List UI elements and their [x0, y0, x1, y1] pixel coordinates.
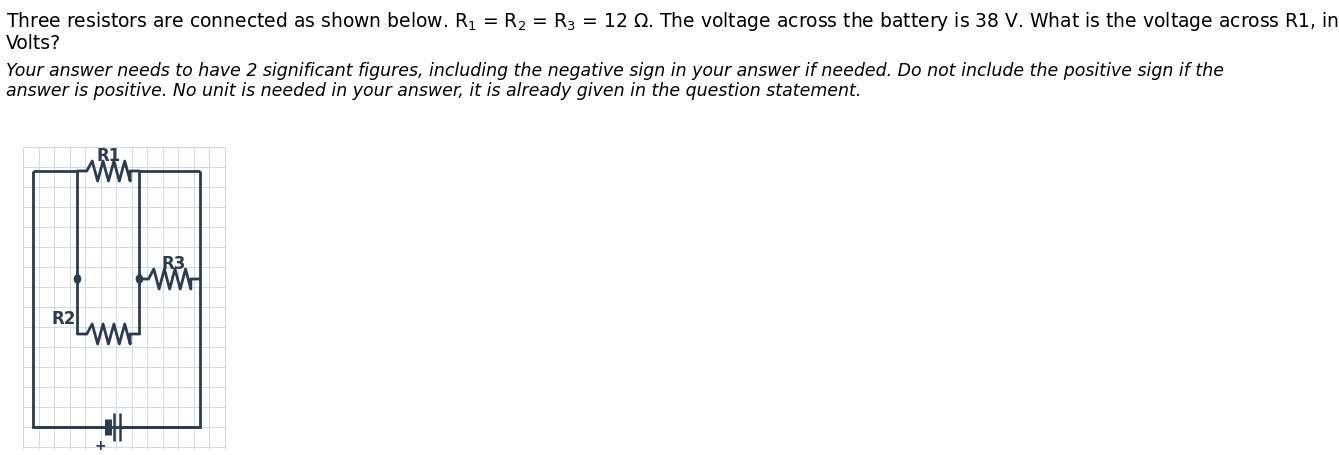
Text: answer is positive. No unit is needed in your answer, it is already given in the: answer is positive. No unit is needed in… — [7, 82, 861, 100]
Text: Three resistors are connected as shown below. R$_1$ = R$_2$ = R$_3$ = 12 Ω. The : Three resistors are connected as shown b… — [7, 10, 1339, 33]
Text: R2: R2 — [51, 309, 76, 327]
Text: Volts?: Volts? — [7, 34, 62, 53]
Text: R1: R1 — [96, 147, 121, 165]
Circle shape — [137, 275, 142, 283]
Circle shape — [75, 275, 80, 283]
Text: Your answer needs to have 2 significant figures, including the negative sign in : Your answer needs to have 2 significant … — [7, 62, 1224, 80]
Text: R3: R3 — [162, 254, 186, 273]
Text: +: + — [95, 438, 107, 452]
